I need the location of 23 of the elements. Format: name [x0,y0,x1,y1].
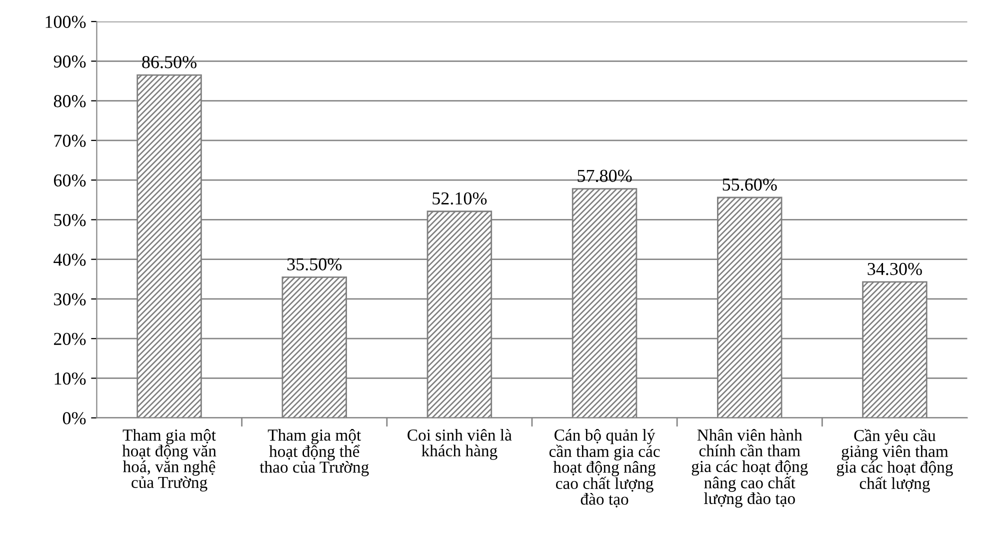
y-tick-label: 50% [54,214,86,226]
y-tick-label: 100% [46,16,86,28]
x-tick-label: Coi sinh viên là khách hàng [408,428,512,460]
data-label: 86.50% [142,56,196,68]
y-tick-label: 80% [54,95,86,108]
data-label: 52.10% [432,192,487,205]
x-tick-label: Cán bộ quản lý cần tham gia các hoạt động nâng cao chất lượng đào tạo [549,428,660,508]
x-tick-label: Cần yêu cầu giảng viên tham gia các hoạt động chất lượng [836,428,953,492]
data-label: 55.60% [722,178,777,191]
x-tick-label: Tham gia một hoạt động văn hoá, văn nghệ của Trường [122,428,216,492]
y-tick-label: 0% [62,412,86,424]
x-tick-label: Nhân viên hành chính cần tham gia các hoạt động nâng cao chất lượng đào tạo [692,428,808,508]
y-tick-label: 30% [54,293,86,306]
y-tick-label: 10% [54,372,86,385]
y-tick-label: 60% [54,174,86,187]
y-tick-label: 70% [54,134,86,147]
y-tick-label: 90% [54,55,86,68]
y-tick-label: 20% [54,332,86,346]
data-label: 34.30% [868,262,922,276]
data-label: 57.80% [578,170,632,182]
y-tick-label: 40% [54,254,86,266]
x-tick-label: Tham gia một hoạt động thể thao của Trường [260,428,369,476]
data-label: 35.50% [287,258,342,270]
